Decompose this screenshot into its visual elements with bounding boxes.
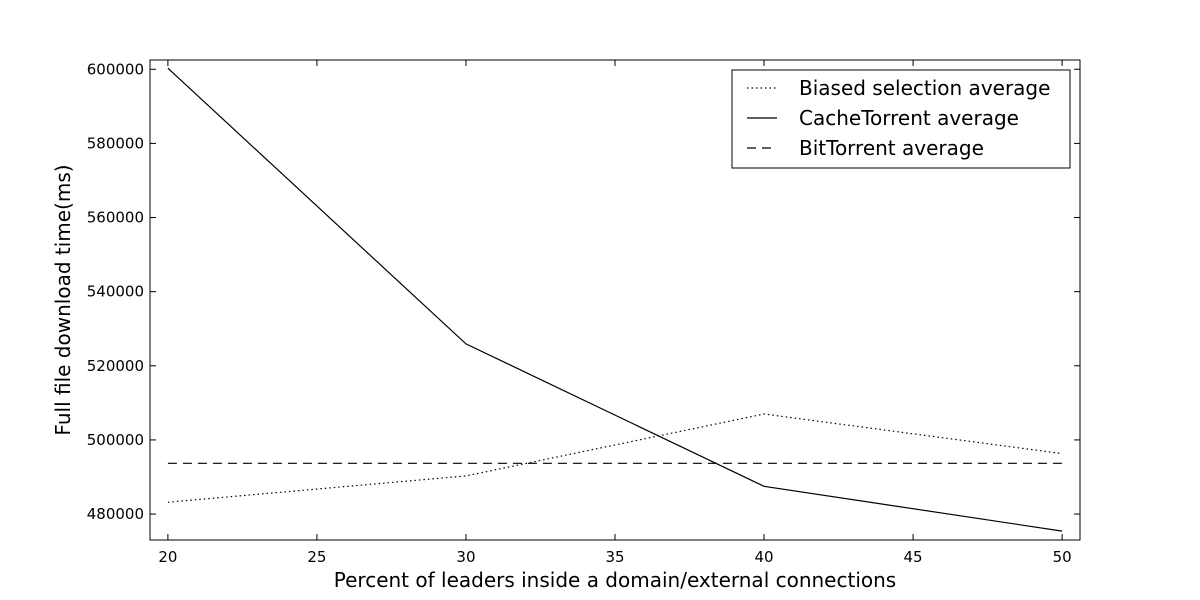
series-line-dotted xyxy=(167,413,1063,503)
legend-label: CacheTorrent average xyxy=(799,106,1019,130)
legend-label: BitTorrent average xyxy=(799,136,984,160)
legend-box xyxy=(731,69,1071,169)
legend: Biased selection average CacheTorrent ave… xyxy=(731,69,1071,169)
y-tick-label: 480000 xyxy=(87,505,144,523)
series-line-solid xyxy=(167,67,1063,532)
y-tick-label: 500000 xyxy=(87,431,144,449)
x-tick-label: 50 xyxy=(1053,548,1072,566)
x-tick-label: 45 xyxy=(904,548,923,566)
x-tick-label: 35 xyxy=(605,548,624,566)
tick-layer: 20 25 30 35 40 45 50 480000 500000 520000 540000 56… xyxy=(87,60,1080,566)
y-tick-label: 580000 xyxy=(87,134,144,152)
x-tick-label: 20 xyxy=(158,548,177,566)
x-tick-label: 30 xyxy=(456,548,475,566)
y-tick-label: 540000 xyxy=(87,283,144,301)
y-axis-label: Full file download time(ms) xyxy=(51,164,75,435)
series-layer xyxy=(167,67,1063,532)
plot-frame xyxy=(149,59,1081,541)
y-tick-label: 520000 xyxy=(87,357,144,375)
x-axis-label: Percent of leaders inside a domain/exter… xyxy=(334,568,896,592)
x-tick-label: 25 xyxy=(307,548,326,566)
legend-label: Biased selection average xyxy=(799,76,1050,100)
x-tick-label: 40 xyxy=(754,548,773,566)
y-tick-label: 600000 xyxy=(87,60,144,78)
y-tick-label: 560000 xyxy=(87,209,144,227)
